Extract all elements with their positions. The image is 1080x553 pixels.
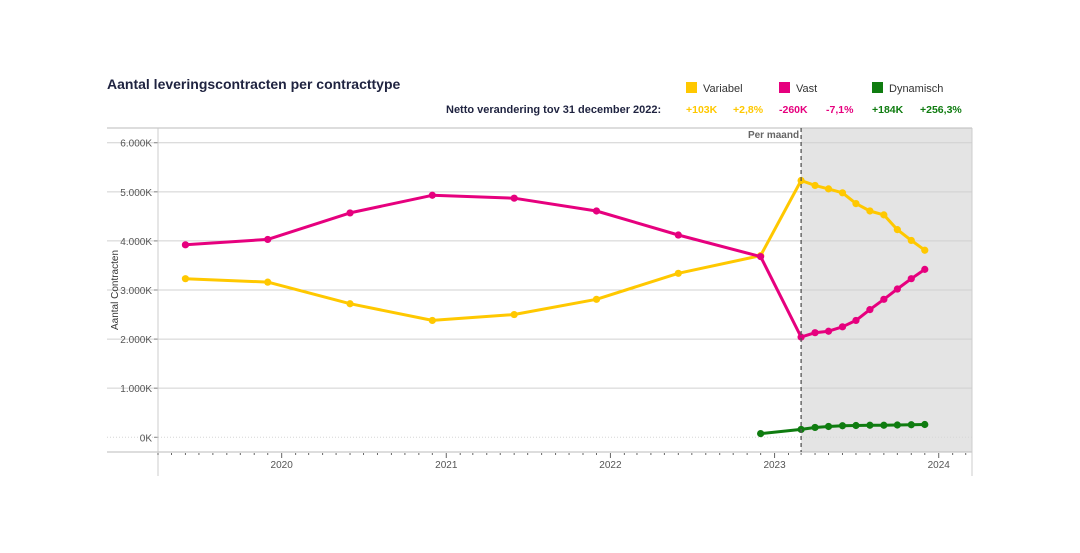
data-point-vast (852, 316, 860, 325)
data-point-variabel (592, 295, 601, 303)
data-point-dynamisch (907, 421, 915, 429)
legend-item-dynamisch[interactable]: Dynamisch (872, 82, 943, 95)
netto-variabel-pct: +2,8% (733, 104, 764, 116)
data-point-variabel (907, 236, 915, 245)
legend-label-vast: Vast (796, 83, 818, 95)
data-point-vast (880, 295, 888, 303)
data-point-variabel (824, 185, 833, 193)
data-point-vast (674, 231, 682, 239)
data-point-dynamisch (824, 422, 833, 431)
data-point-vast (797, 333, 805, 341)
legend-item-variabel[interactable]: Variabel (686, 82, 743, 95)
chart-title: Aantal leveringscontracten per contractt… (107, 76, 401, 92)
y-tick-label: 3.000K (120, 286, 152, 297)
data-point-vast (824, 327, 833, 335)
data-point-vast (866, 306, 874, 314)
data-point-variabel (346, 300, 354, 308)
data-point-variabel (852, 200, 860, 208)
data-point-vast (264, 235, 272, 244)
data-point-vast (921, 265, 929, 273)
y-tick-label: 2.000K (120, 335, 152, 346)
y-tick-label: 4.000K (120, 237, 152, 248)
legend-label-dynamisch: Dynamisch (889, 83, 944, 95)
x-tick-label: 2024 (928, 460, 951, 471)
data-point-dynamisch (852, 421, 860, 430)
data-point-dynamisch (893, 421, 901, 429)
netto-vast-pct: -7,1% (826, 104, 854, 116)
y-tick-label: 5.000K (120, 188, 152, 199)
data-point-vast (346, 209, 354, 217)
data-point-variabel (510, 310, 518, 319)
data-point-variabel (428, 316, 436, 325)
y-axis-label: Aantal Contracten (110, 250, 121, 330)
data-point-dynamisch (880, 421, 888, 429)
data-point-dynamisch (838, 422, 847, 430)
legend-label-variabel: Variabel (703, 83, 743, 95)
y-tick-label: 1.000K (120, 384, 152, 395)
data-point-vast (757, 253, 765, 261)
data-point-variabel (264, 278, 272, 286)
data-point-dynamisch (866, 421, 874, 429)
netto-dynamisch-pct: +256,3% (920, 104, 962, 116)
x-tick-label: 2023 (763, 460, 786, 471)
x-tick-label: 2020 (271, 460, 294, 471)
data-point-variabel (674, 269, 682, 277)
netto-change-label: Netto verandering tov 31 december 2022: (446, 104, 662, 116)
data-point-variabel (181, 275, 190, 283)
legend-item-vast[interactable]: Vast (779, 82, 817, 95)
data-point-variabel (880, 211, 888, 219)
data-point-dynamisch (757, 429, 765, 438)
monthly-label: Per maand (748, 130, 799, 141)
y-tick-label: 0K (140, 433, 153, 444)
data-point-vast (907, 275, 915, 283)
legend-swatch-dynamisch (872, 82, 883, 93)
data-point-vast (838, 323, 847, 331)
netto-vast-abs: -260K (779, 104, 808, 116)
y-tick-label: 6.000K (120, 139, 152, 150)
data-point-variabel (811, 181, 819, 190)
x-tick-label: 2022 (599, 460, 622, 471)
x-tick-label: 2021 (435, 460, 458, 471)
data-point-dynamisch (811, 423, 819, 432)
netto-variabel-abs: +103K (686, 104, 718, 116)
data-point-vast (893, 285, 901, 293)
data-point-vast (181, 241, 190, 249)
data-point-vast (428, 191, 436, 199)
netto-dynamisch-abs: +184K (872, 104, 904, 116)
data-point-variabel (838, 189, 847, 197)
data-point-variabel (921, 246, 929, 254)
data-point-vast (592, 207, 601, 215)
data-point-variabel (893, 226, 901, 234)
legend-swatch-variabel (686, 82, 697, 93)
legend-swatch-vast (779, 82, 790, 93)
data-point-vast (510, 194, 518, 202)
data-point-dynamisch (921, 420, 929, 429)
data-point-variabel (866, 207, 874, 215)
data-point-vast (811, 329, 819, 337)
